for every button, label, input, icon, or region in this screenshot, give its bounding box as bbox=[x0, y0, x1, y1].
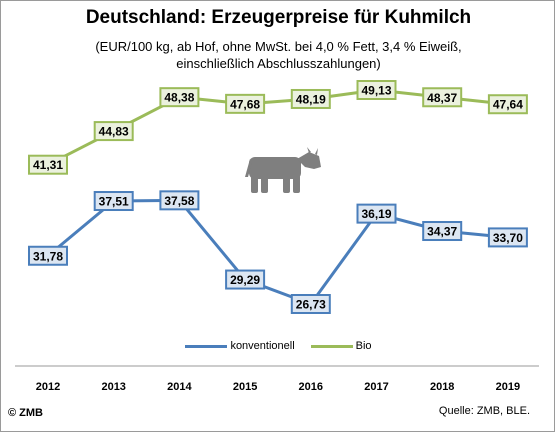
cow-leg bbox=[261, 175, 268, 193]
cow-leg bbox=[293, 175, 300, 193]
cow-leg bbox=[251, 175, 258, 193]
cow-body bbox=[249, 157, 301, 179]
data-label: 48,38 bbox=[164, 91, 194, 105]
data-label-box bbox=[28, 245, 68, 266]
data-label-box bbox=[356, 203, 397, 224]
data-label-box bbox=[487, 94, 528, 115]
legend-label-konventionell: konventionell bbox=[230, 340, 295, 352]
data-label: 47,68 bbox=[230, 97, 260, 111]
x-tick-label: 2012 bbox=[36, 381, 60, 393]
legend-item-konventionell: konventionell bbox=[185, 340, 295, 352]
data-label: 29,29 bbox=[230, 273, 260, 287]
data-label: 36,19 bbox=[361, 207, 391, 221]
data-label-box bbox=[93, 121, 134, 142]
data-label: 48,37 bbox=[427, 91, 457, 105]
data-label: 26,73 bbox=[296, 298, 326, 312]
data-label-box bbox=[422, 87, 463, 108]
series-line-konventionell bbox=[46, 198, 510, 306]
data-label: 37,51 bbox=[99, 195, 129, 209]
chart-subtitle: (EUR/100 kg, ab Hof, ohne MwSt. bei 4,0 … bbox=[1, 38, 555, 72]
cow-tail bbox=[245, 159, 252, 177]
data-label-box bbox=[422, 221, 463, 242]
data-label-box bbox=[225, 93, 266, 114]
legend: konventionell Bio bbox=[1, 340, 555, 352]
data-label-box bbox=[159, 87, 200, 108]
source-note: Quelle: ZMB, BLE. bbox=[438, 405, 530, 417]
x-tick-label: 2018 bbox=[430, 381, 454, 393]
data-label-box bbox=[356, 80, 397, 100]
data-label: 41,31 bbox=[33, 158, 63, 172]
cow-icon bbox=[245, 147, 321, 193]
legend-item-bio: Bio bbox=[310, 340, 372, 352]
chart-subtitle-line-2: einschließlich Abschlusszahlungen) bbox=[176, 56, 381, 71]
data-label-box bbox=[93, 191, 134, 212]
x-tick-label: 2014 bbox=[167, 381, 192, 393]
legend-swatch-bio bbox=[310, 344, 353, 348]
data-label-box bbox=[290, 88, 331, 109]
data-label: 44,83 bbox=[99, 125, 129, 139]
data-label: 47,64 bbox=[493, 98, 523, 112]
data-label: 37,58 bbox=[164, 194, 194, 208]
data-label: 31,78 bbox=[33, 249, 63, 263]
data-label-box bbox=[487, 227, 528, 248]
x-tick-label: 2019 bbox=[496, 381, 520, 393]
x-tick-label: 2015 bbox=[233, 381, 257, 393]
data-label-box bbox=[290, 294, 331, 314]
data-label: 34,37 bbox=[427, 225, 457, 239]
cow-horns bbox=[307, 147, 318, 155]
data-label-box bbox=[159, 190, 200, 211]
legend-swatch-konventionell bbox=[185, 344, 228, 348]
x-tick-label: 2017 bbox=[364, 381, 388, 393]
cow-head bbox=[297, 152, 321, 169]
x-tick-label: 2016 bbox=[299, 381, 323, 393]
legend-label-bio: Bio bbox=[355, 340, 372, 352]
chart-subtitle-line-1: (EUR/100 kg, ab Hof, ohne MwSt. bei 4,0 … bbox=[95, 39, 462, 54]
data-label: 49,13 bbox=[361, 84, 391, 98]
data-label-box bbox=[225, 269, 266, 290]
x-tick-label: 2013 bbox=[101, 381, 125, 393]
data-label-box bbox=[28, 154, 68, 175]
data-label: 48,19 bbox=[296, 92, 326, 106]
data-label: 33,70 bbox=[493, 231, 523, 245]
chart-title: Deutschland: Erzeugerpreise für Kuhmilch bbox=[85, 7, 472, 28]
copyright-note: © ZMB bbox=[8, 407, 43, 419]
cow-leg bbox=[283, 175, 290, 193]
